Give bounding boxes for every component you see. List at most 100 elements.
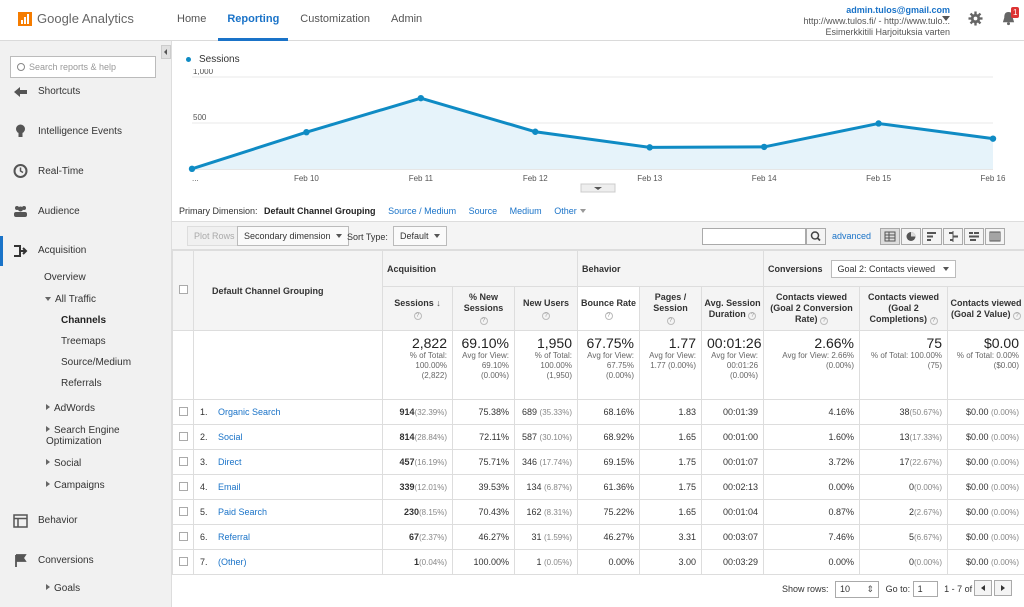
nav-admin[interactable]: Admin (391, 13, 423, 25)
channel-link[interactable]: Organic Search (218, 407, 281, 417)
account-selector[interactable]: admin.tulos@gmail.com http://www.tulos.f… (803, 5, 950, 38)
triangle-right-icon (46, 404, 50, 410)
help-icon[interactable]: ? (929, 317, 938, 325)
channel-link[interactable]: Paid Search (218, 507, 268, 517)
sidebar-item-goals[interactable]: Goals (46, 583, 80, 594)
sidebar-item-acquisition[interactable]: Acquisition (38, 245, 87, 256)
help-icon[interactable]: ? (604, 311, 613, 320)
sessions-cell: 1(0.04%) (382, 549, 453, 575)
row-checkbox[interactable] (178, 506, 188, 516)
col-sessions[interactable]: Sessions ↓? (382, 286, 453, 331)
sidebar-item-adwords[interactable]: AdWords (46, 403, 95, 414)
show-rows-select[interactable]: 10 ⇕ (835, 581, 880, 598)
total-cell: $0.00% of Total: 0.00% ($0.00) (947, 330, 1024, 400)
prev-page-button[interactable] (974, 580, 992, 596)
dimension-header[interactable]: Default Channel Grouping (193, 250, 383, 331)
row-checkbox[interactable] (178, 556, 188, 566)
col-new-sessions[interactable]: % New Sessions? (452, 286, 515, 331)
help-icon[interactable]: ? (542, 311, 550, 320)
sidebar-item-shortcuts[interactable]: Shortcuts (38, 86, 81, 97)
help-icon[interactable]: ? (820, 317, 829, 325)
table-filter-input[interactable] (702, 228, 806, 245)
filter-search-button[interactable] (806, 228, 826, 245)
col-new-users[interactable]: New Users? (514, 286, 578, 331)
conversion-rate-cell: 4.16% (763, 399, 861, 425)
dimension-other-link[interactable]: Other (554, 206, 586, 216)
row-checkbox[interactable] (178, 431, 188, 441)
sidebar-item-referrals[interactable]: Referrals (61, 378, 102, 389)
duration-cell: 00:01:07 (700, 449, 765, 475)
col-goal-value[interactable]: Contacts viewed (Goal 2 Value) ? (947, 286, 1024, 331)
help-icon[interactable]: ? (748, 311, 757, 320)
next-page-button[interactable] (994, 580, 1012, 596)
channel-link[interactable]: Direct (218, 457, 242, 467)
help-icon[interactable]: ? (666, 317, 675, 325)
row-checkbox[interactable] (178, 406, 188, 416)
dimension-source-medium-link[interactable]: Source / Medium (388, 206, 457, 216)
nav-home[interactable]: Home (177, 13, 207, 25)
help-icon[interactable]: ? (479, 317, 488, 325)
sidebar-item-conversions[interactable]: Conversions (38, 555, 94, 566)
channel-link[interactable]: Email (218, 482, 241, 492)
sidebar-item-real-time[interactable]: Real-Time (38, 166, 84, 177)
sidebar-item-source-medium[interactable]: Source/Medium (61, 357, 132, 368)
col-goal-completions[interactable]: Contacts viewed (Goal 2 Completions) ? (859, 286, 949, 331)
sidebar-item-channels[interactable]: Channels (61, 315, 107, 326)
goto-input[interactable]: 1 (912, 581, 938, 597)
row-checkbox[interactable] (178, 481, 188, 491)
sidebar-item-campaigns[interactable]: Campaigns (46, 480, 105, 491)
account-email: admin.tulos@gmail.com (846, 5, 950, 15)
sidebar-collapse-button[interactable] (161, 45, 171, 59)
help-icon[interactable]: ? (413, 311, 422, 320)
sidebar-item-all-traffic[interactable]: All Traffic (45, 294, 96, 305)
goal-value-percent: (0.00%) (991, 533, 1020, 542)
goal-value-percent: (0.00%) (991, 508, 1020, 517)
gear-icon[interactable] (968, 11, 983, 26)
view-pivot-button[interactable] (985, 228, 1005, 245)
col-avg-duration[interactable]: Avg. Session Duration ? (700, 286, 765, 331)
view-term-cloud-button[interactable] (964, 228, 984, 245)
account-chevron-down-icon[interactable] (942, 16, 950, 21)
view-performance-button[interactable] (922, 228, 942, 245)
select-all-checkbox[interactable] (178, 285, 188, 294)
triangle-right-icon (46, 584, 50, 590)
view-table-button[interactable] (880, 228, 900, 245)
completions-value: 17 (899, 457, 910, 467)
channel-link[interactable]: Social (218, 432, 243, 442)
table-row: 5. Paid Search 230(8.15%) 70.43% 162 (8.31%)… (172, 499, 1024, 525)
goal-value: $0.00 (965, 557, 991, 567)
advanced-filter-link[interactable]: advanced (832, 231, 872, 241)
sidebar-item-seo[interactable]: Search Engine Optimization (46, 425, 120, 447)
completions-cell: 2(2.67%) (859, 499, 949, 525)
view-comparison-button[interactable] (943, 228, 963, 245)
channel-link[interactable]: Referral (218, 532, 251, 542)
dimension-source-link[interactable]: Source (468, 206, 498, 216)
view-pie-button[interactable] (901, 228, 921, 245)
new-sessions-cell: 72.11% (452, 424, 515, 450)
people-icon (14, 206, 27, 217)
plot-rows-button[interactable]: Plot Rows (187, 226, 242, 246)
col-pages-session[interactable]: Pages / Session? (639, 286, 702, 331)
goal-select[interactable]: Goal 2: Contacts viewed (830, 259, 957, 278)
secondary-dimension-select[interactable]: Secondary dimension (237, 226, 349, 246)
sidebar-item-intelligence-events[interactable]: Intelligence Events (38, 126, 122, 137)
col-bounce-rate[interactable]: Bounce Rate ? (577, 286, 640, 331)
sidebar-item-audience[interactable]: Audience (38, 206, 80, 217)
sidebar-item-social[interactable]: Social (46, 458, 81, 469)
sidebar-item-behavior[interactable]: Behavior (38, 515, 78, 526)
row-checkbox[interactable] (178, 456, 188, 466)
new-users-cell: 1 (0.05%) (514, 549, 578, 575)
help-icon[interactable]: ? (1013, 311, 1022, 320)
sidebar-item-overview[interactable]: Overview (44, 272, 86, 283)
sort-type-label: Sort Type: (347, 232, 388, 242)
nav-customization[interactable]: Customization (300, 13, 370, 25)
channel-link[interactable]: (Other) (218, 557, 247, 567)
google-analytics-logo[interactable]: Google Analytics (18, 11, 134, 26)
sort-type-select[interactable]: Default (393, 226, 447, 246)
col-goal-conversion-rate[interactable]: Contacts viewed (Goal 2 Conversion Rate)… (763, 286, 861, 331)
sidebar-item-treemaps[interactable]: Treemaps (61, 336, 106, 347)
sidebar-search-input[interactable]: Search reports & help (10, 56, 156, 78)
row-checkbox[interactable] (178, 531, 188, 541)
dimension-medium-link[interactable]: Medium (509, 206, 542, 216)
nav-reporting[interactable]: Reporting (218, 0, 289, 41)
